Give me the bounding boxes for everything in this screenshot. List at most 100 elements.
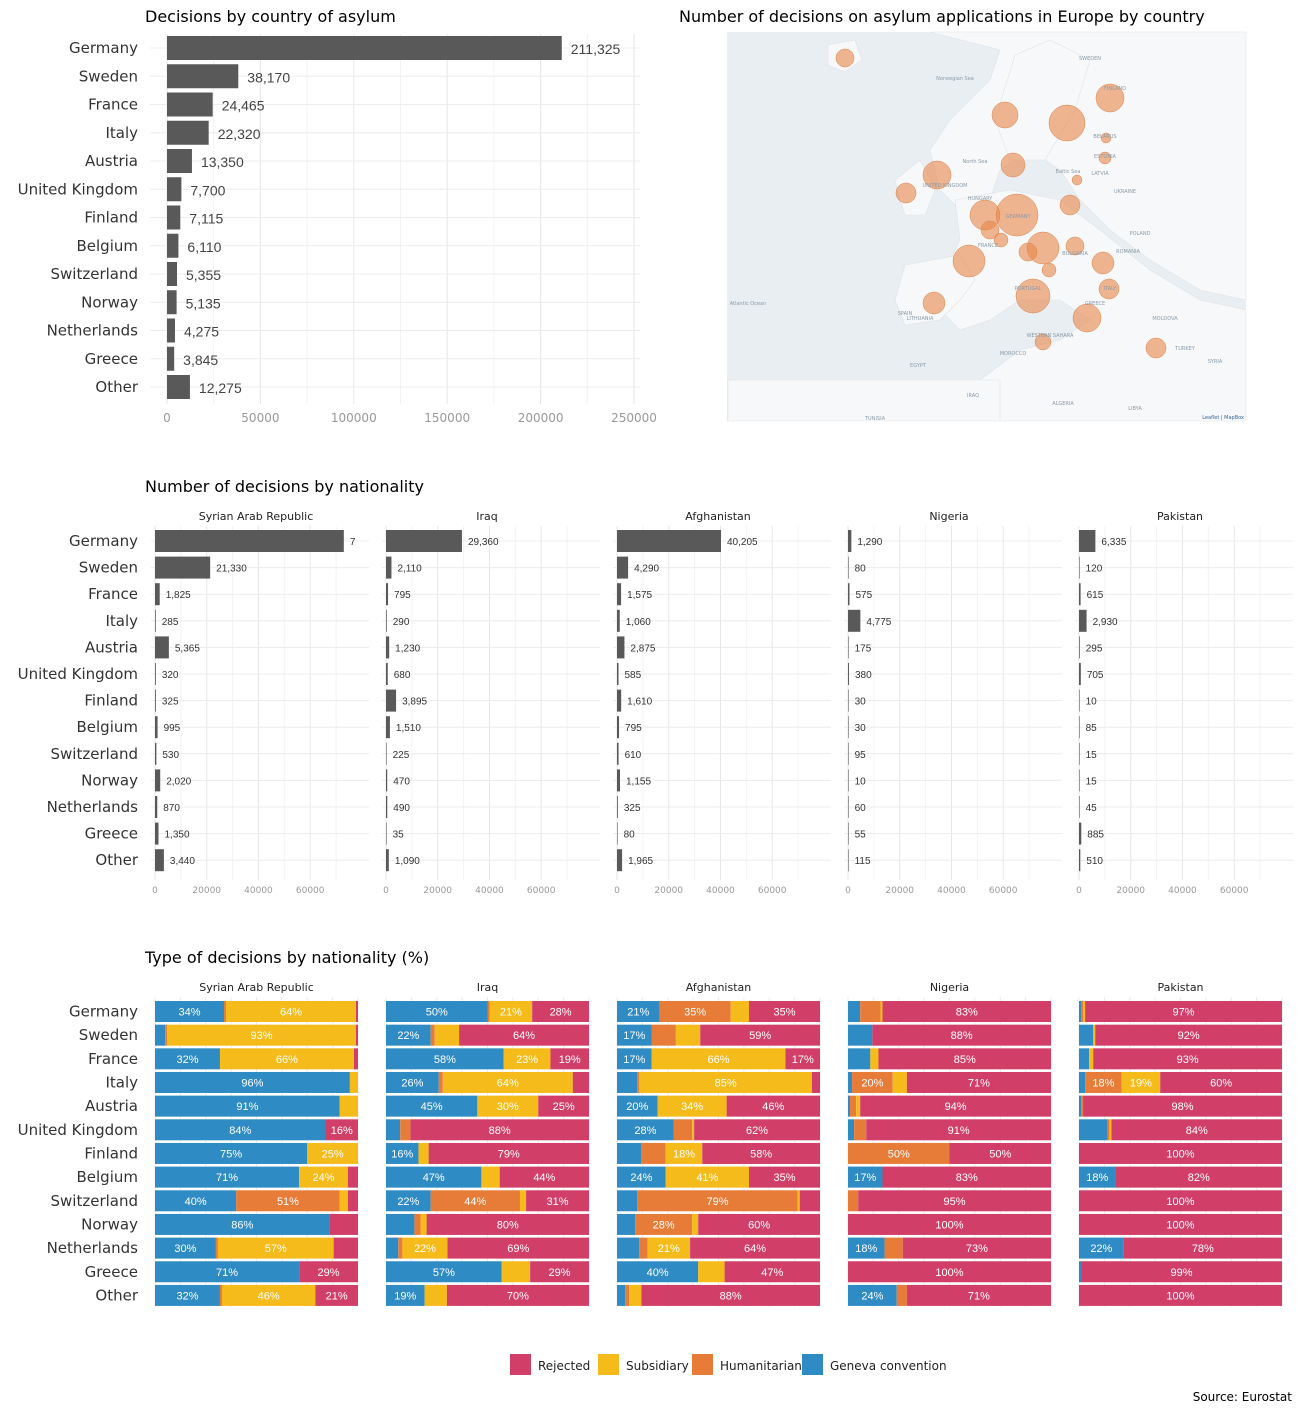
map-bubble[interactable] bbox=[1015, 278, 1051, 314]
map-bubble[interactable] bbox=[1095, 83, 1125, 113]
map-bubble[interactable] bbox=[980, 220, 1000, 240]
segment-label: 66% bbox=[276, 1054, 298, 1066]
x-tick-label: 0 bbox=[845, 886, 851, 896]
map-bubble[interactable] bbox=[835, 48, 855, 68]
segment-label: 79% bbox=[706, 1196, 728, 1208]
map-bubble[interactable] bbox=[1065, 236, 1085, 256]
segment-label: 18% bbox=[855, 1243, 877, 1255]
stacked-segment bbox=[1079, 1071, 1086, 1093]
segment-label: 98% bbox=[1172, 1101, 1194, 1113]
bar bbox=[1079, 822, 1082, 845]
facet-panel: Pakistan 6,335 120 615 2,930 295 705 10 85 15 15 45… bbox=[1075, 510, 1293, 896]
data-label: 1,610 bbox=[627, 697, 652, 708]
stacked-segment bbox=[386, 1213, 415, 1235]
bar bbox=[155, 556, 211, 579]
country-bar-chart: Germany 211,325 Sweden 38,170 France 24,465 It… bbox=[18, 34, 657, 425]
data-label: 325 bbox=[162, 697, 179, 708]
map-place-label: ITALY bbox=[1104, 286, 1118, 292]
segment-label: 82% bbox=[1188, 1172, 1210, 1184]
data-label: 6,335 bbox=[1101, 537, 1126, 548]
map-bubble[interactable] bbox=[1048, 104, 1086, 142]
segment-label: 29% bbox=[318, 1267, 340, 1279]
segment-label: 73% bbox=[966, 1243, 988, 1255]
stacked-segment bbox=[155, 1001, 225, 1022]
stacked-segment bbox=[1085, 1001, 1282, 1022]
stacked-segment bbox=[532, 1001, 589, 1022]
segment-label: 22% bbox=[397, 1030, 419, 1042]
facet-strip-label: Pakistan bbox=[1157, 981, 1203, 994]
segment-label: 88% bbox=[489, 1125, 511, 1137]
stacked-segment bbox=[1111, 1119, 1282, 1141]
stacked-segment bbox=[1085, 1071, 1122, 1093]
stacked-segment bbox=[155, 1261, 300, 1283]
segment-label: 16% bbox=[331, 1125, 353, 1137]
stacked-segment bbox=[526, 1190, 589, 1212]
map-attribution[interactable]: Leaflet | MapBox bbox=[1202, 415, 1244, 421]
bar bbox=[617, 663, 619, 685]
data-label: 1,155 bbox=[626, 776, 651, 787]
map-bubble[interactable] bbox=[895, 182, 917, 204]
facet-panel: Pakistan 97% 92% 93% 18% 19% 60% 98% 84% 100% 18% 8… bbox=[1078, 981, 1283, 1307]
bar bbox=[848, 769, 849, 792]
bar bbox=[1079, 716, 1080, 739]
stacked-segment bbox=[155, 1048, 220, 1070]
bar bbox=[617, 796, 618, 818]
stacked-segment bbox=[155, 1213, 330, 1235]
segment-label: 64% bbox=[744, 1243, 766, 1255]
map-place-label: ALGERIA bbox=[1052, 401, 1074, 407]
data-label: 225 bbox=[393, 750, 410, 761]
stacked-segment bbox=[675, 1024, 701, 1046]
facet-panel: Afghanistan 21% 35% 35% 17% 59% 17% 66% 17% 85% 20… bbox=[616, 981, 821, 1307]
bar bbox=[617, 583, 622, 606]
map-bubble[interactable] bbox=[922, 160, 952, 190]
map-bubble[interactable] bbox=[1145, 337, 1167, 359]
map-bubble[interactable] bbox=[991, 101, 1019, 129]
data-label: 1,575 bbox=[627, 590, 652, 601]
map-bubble[interactable] bbox=[1059, 194, 1081, 216]
y-tick-label: United Kingdom bbox=[18, 665, 138, 683]
stacked-segment bbox=[418, 1142, 429, 1164]
segment-label: 97% bbox=[1173, 1007, 1195, 1019]
stacked-segment bbox=[426, 1213, 589, 1235]
map-bubble[interactable] bbox=[922, 291, 946, 315]
stacked-segment bbox=[700, 1024, 820, 1046]
map-bubble[interactable] bbox=[1098, 151, 1112, 165]
y-tick-label: Finland bbox=[84, 209, 138, 227]
segment-label: 50% bbox=[426, 1007, 448, 1019]
map-bubble[interactable] bbox=[1018, 242, 1038, 262]
data-label: 290 bbox=[393, 617, 410, 628]
map-place-label: TURKEY bbox=[1174, 346, 1196, 352]
x-tick-label: 60000 bbox=[758, 886, 787, 896]
segment-label: 19% bbox=[394, 1290, 416, 1302]
map-bubble[interactable] bbox=[993, 232, 1009, 248]
data-label: 15 bbox=[1086, 776, 1098, 787]
stacked-segment bbox=[785, 1048, 820, 1070]
y-tick-label: Germany bbox=[69, 39, 138, 57]
map-place-label: MOLDOVA bbox=[1152, 316, 1178, 322]
map-bubble[interactable] bbox=[1098, 278, 1120, 300]
map-bubble[interactable] bbox=[952, 244, 986, 278]
map-bubble[interactable] bbox=[1091, 251, 1115, 275]
map-place-label: MOROCCO bbox=[1000, 351, 1027, 357]
map-bubble[interactable] bbox=[1041, 262, 1057, 278]
map-bubble[interactable] bbox=[1100, 132, 1112, 144]
map-bubble[interactable] bbox=[1000, 152, 1026, 178]
map-bubble[interactable] bbox=[1072, 303, 1102, 333]
segment-label: 21% bbox=[326, 1290, 348, 1302]
segment-label: 28% bbox=[653, 1219, 675, 1231]
stacked-segment bbox=[550, 1048, 589, 1070]
segment-label: 88% bbox=[951, 1030, 973, 1042]
data-label: 610 bbox=[625, 750, 642, 761]
bar bbox=[1079, 583, 1081, 606]
segment-label: 18% bbox=[1092, 1077, 1114, 1089]
map-bubble[interactable] bbox=[1071, 174, 1083, 186]
stacked-segment bbox=[325, 1119, 358, 1141]
bar bbox=[155, 769, 161, 792]
data-label: 175 bbox=[855, 643, 872, 654]
stacked-segment bbox=[329, 1213, 358, 1235]
data-label: 15 bbox=[1086, 750, 1098, 761]
europe-bubble-map[interactable]: Norwegian Sea North Sea Baltic Sea Atlantic… bbox=[727, 31, 1247, 422]
map-bubble[interactable] bbox=[1034, 333, 1052, 351]
stacked-segment bbox=[299, 1261, 358, 1283]
